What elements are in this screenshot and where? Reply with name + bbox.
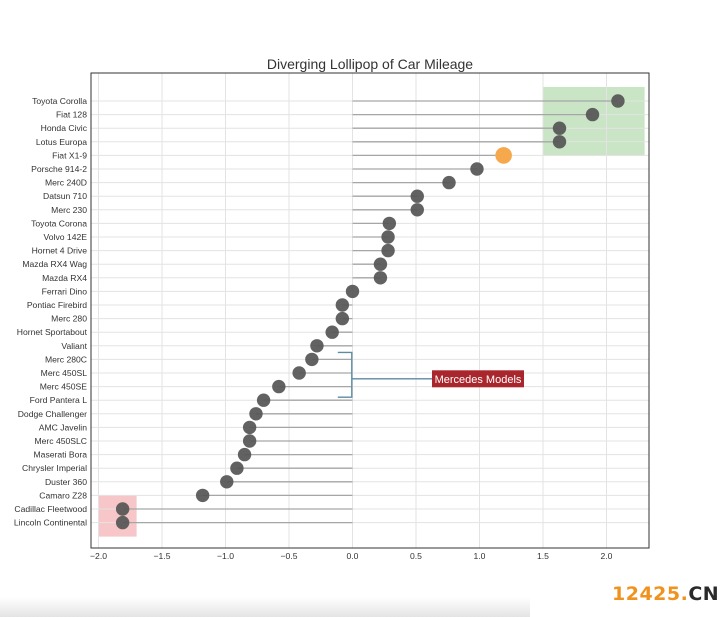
marker-mazda-rx4	[373, 271, 388, 285]
marker-hornet-sportabout	[325, 325, 339, 339]
y-tick-label-merc-450se: Merc 450SE	[40, 382, 88, 392]
y-tick-label-toyota-corolla: Toyota Corolla	[32, 96, 87, 106]
y-tick-labels: Toyota Corolla Fiat 128 Honda Civic Lotus E…	[14, 96, 88, 528]
y-tick-label-merc-280: Merc 280	[51, 314, 87, 324]
marker-honda-civic	[552, 121, 567, 135]
y-tick-label-merc-240d: Merc 240D	[45, 178, 87, 188]
marker-merc-280c	[305, 352, 319, 367]
marker-lotus-europa	[552, 135, 567, 149]
x-tick-label: 1.0	[474, 551, 486, 561]
y-tick-label-datsun-710: Datsun 710	[43, 191, 87, 201]
marker-valiant	[310, 339, 324, 353]
marker-toyota-corolla	[611, 94, 625, 108]
marker-mazda-rx4-wag	[373, 257, 388, 271]
y-tick-label-hornet-4-drive: Hornet 4 Drive	[32, 246, 88, 256]
y-tick-label-porsche-914-2: Porsche 914-2	[31, 164, 87, 174]
x-tick-label: −2.0	[90, 551, 107, 561]
x-tick-label: −1.5	[154, 551, 171, 561]
y-tick-label-honda-civic: Honda Civic	[41, 123, 88, 133]
site-watermark: 12425.CN	[612, 583, 719, 605]
marker-merc-450se	[272, 379, 286, 394]
x-tick-label: −1.0	[217, 551, 234, 561]
y-tick-label-fiat-128: Fiat 128	[56, 110, 87, 120]
y-tick-label-maserati-bora: Maserati Bora	[34, 450, 88, 460]
y-tick-label-camaro-z28: Camaro Z28	[39, 490, 87, 500]
annotation-label: Mercedes Models	[435, 374, 522, 386]
x-tick-label: −0.5	[281, 551, 298, 561]
y-tick-label-dodge-challenger: Dodge Challenger	[18, 409, 87, 419]
y-tick-label-hornet-sportabout: Hornet Sportabout	[17, 327, 88, 337]
lollipop-markers	[115, 94, 625, 530]
marker-lincoln-continental	[115, 515, 130, 530]
y-tick-label-merc-450sl: Merc 450SL	[41, 368, 88, 378]
marker-merc-280	[335, 311, 350, 326]
marker-ford-pantera-l	[256, 393, 271, 407]
y-tick-label-cadillac-fleetwood: Cadillac Fleetwood	[14, 504, 87, 514]
y-tick-label-merc-280c: Merc 280C	[45, 354, 87, 364]
y-tick-label-duster-360: Duster 360	[45, 477, 87, 487]
y-tick-label-ferrari-dino: Ferrari Dino	[42, 286, 88, 296]
y-tick-label-fiat-x1-9: Fiat X1-9	[52, 150, 87, 160]
y-tick-label-toyota-corona: Toyota Corona	[31, 218, 87, 228]
chart-title: Diverging Lollipop of Car Mileage	[267, 56, 473, 72]
marker-merc-230	[410, 203, 424, 217]
watermark-number: 12425	[612, 583, 681, 605]
shaded-regions	[98, 87, 645, 537]
marker-chrysler-imperial	[230, 461, 244, 475]
axes-frame	[90, 72, 650, 549]
marker-toyota-corona	[382, 216, 397, 231]
marker-cadillac-fleetwood	[115, 502, 130, 516]
y-tick-label-lincoln-continental: Lincoln Continental	[14, 518, 87, 528]
y-tick-label-volvo-142e: Volvo 142E	[44, 232, 88, 242]
marker-volvo-142e	[381, 230, 395, 244]
marker-datsun-710	[410, 189, 424, 203]
bottom-fade	[0, 597, 530, 617]
y-tick-label-pontiac-firebird: Pontiac Firebird	[27, 300, 87, 310]
y-tick-label-valiant: Valiant	[61, 341, 87, 351]
marker-ferrari-dino	[345, 284, 360, 299]
marker-fiat-x1-9	[495, 147, 512, 164]
marker-fiat-128	[585, 107, 600, 122]
y-tick-label-amc-javelin: AMC Javelin	[39, 422, 87, 432]
x-tick-label: 0.0	[347, 551, 359, 561]
marker-dodge-challenger	[249, 407, 263, 421]
y-tick-label-ford-pantera-l: Ford Pantera L	[30, 395, 88, 405]
y-tick-label-merc-450slc: Merc 450SLC	[34, 436, 87, 446]
marker-duster-360	[220, 475, 234, 489]
marker-hornet-4-drive	[381, 243, 395, 258]
marker-maserati-bora	[237, 447, 252, 462]
y-tick-label-mazda-rx4: Mazda RX4	[42, 273, 87, 283]
x-tick-label: 1.5	[537, 551, 549, 561]
watermark-suffix: CN	[688, 583, 720, 605]
bracket-line	[337, 351, 353, 398]
marker-merc-450slc	[242, 434, 257, 448]
mercedes-bracket	[337, 351, 432, 398]
marker-pontiac-firebird	[335, 298, 350, 312]
marker-merc-450sl	[292, 366, 306, 380]
negative-shaded-region	[98, 495, 137, 537]
x-tick-labels: −2.0 −1.5 −1.0 −0.5 0.0 0.5 1.0 1.5 2.0	[90, 551, 613, 561]
y-tick-label-merc-230: Merc 230	[51, 205, 87, 215]
x-tick-label: 0.5	[410, 551, 422, 561]
marker-amc-javelin	[242, 420, 257, 435]
y-tick-label-mazda-rx4-wag: Mazda RX4 Wag	[22, 259, 87, 269]
annotation-group: Mercedes Models	[432, 370, 524, 388]
marker-camaro-z28	[195, 488, 210, 503]
x-tick-label: 2.0	[601, 551, 613, 561]
marker-porsche-914-2	[470, 162, 484, 176]
annotation-box	[432, 370, 524, 388]
y-tick-label-chrysler-imperial: Chrysler Imperial	[22, 463, 87, 473]
marker-merc-240d	[442, 175, 456, 190]
watermark-dot: .	[680, 583, 689, 605]
lollipop-stems	[122, 100, 618, 524]
y-tick-label-lotus-europa: Lotus Europa	[36, 137, 87, 147]
